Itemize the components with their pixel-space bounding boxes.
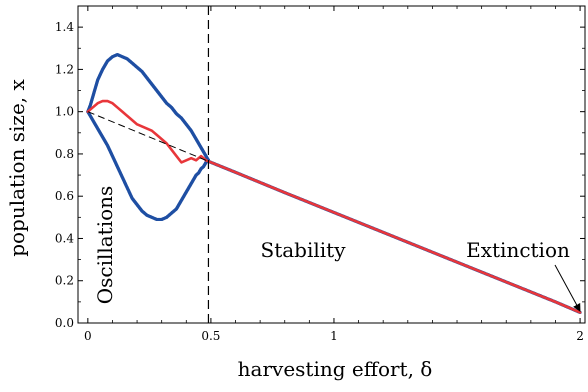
y-tick-label: 0.4 [55,231,74,245]
series-4-dashed-line [87,111,209,162]
y-tick-label: 1.0 [55,105,74,119]
y-tick-label: 1.4 [55,20,74,34]
x-tick-label: 0 [84,329,92,343]
y-axis-label: population size, x [5,78,29,256]
plot-frame [77,5,586,324]
y-tick-label: 0.8 [55,147,74,161]
x-tick-label: 1 [330,329,338,343]
y-tick-label: 1.2 [55,62,74,76]
annotation-stability: Stability [261,238,347,262]
text-layer: harvesting effort, δ population size, x … [5,78,570,381]
y-tick-label: 0.0 [55,316,74,330]
extinction-arrow [554,264,581,312]
annotation-oscillations: Oscillations [93,186,117,305]
series-layer [86,53,582,315]
series-1 [86,110,211,222]
y-tick-label: 0.2 [55,274,74,288]
series-3-line [86,99,582,314]
series-0 [86,53,211,162]
x-tick-label: 0.5 [201,329,220,343]
x-tick-label: 2 [576,329,584,343]
annotation-extinction: Extinction [466,238,570,262]
x-axis-label: harvesting effort, δ [238,357,433,381]
y-tick-label: 0.6 [55,189,74,203]
axes-layer: 0 0.5 1 2 0.0 0.2 0.4 0.6 0.8 1.0 1.2 1.4 [55,5,586,343]
